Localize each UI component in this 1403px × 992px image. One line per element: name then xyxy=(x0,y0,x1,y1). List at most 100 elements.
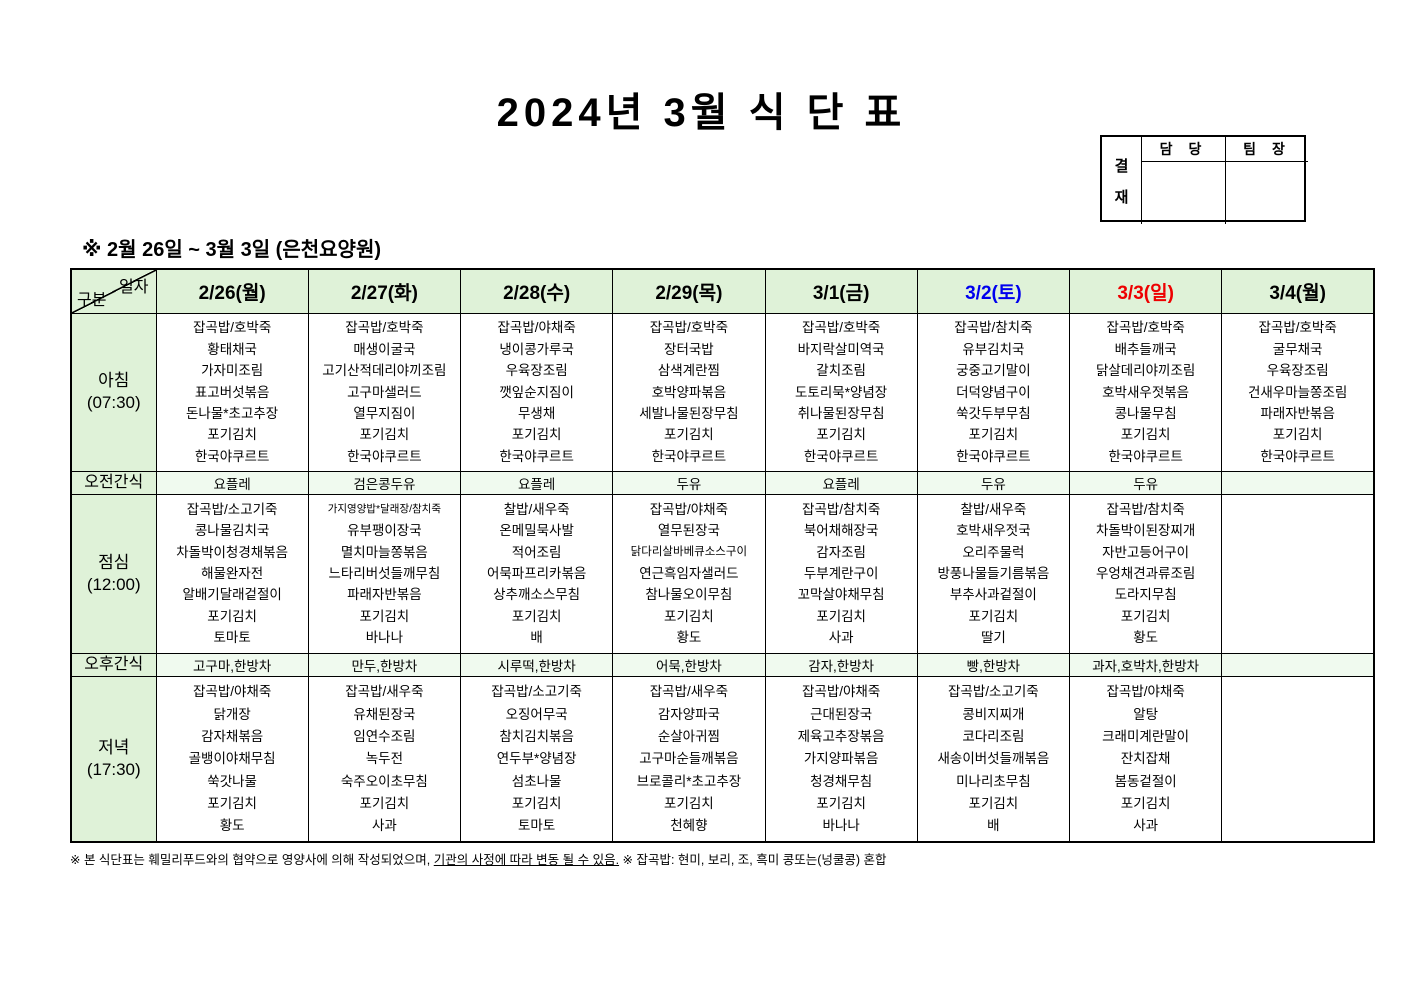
afternoon-snack-row: 오후간식 고구마,한방차 만두,한방차 시루떡,한방차 어묵,한방차 감자,한방차 빵,한방… xyxy=(70,652,1375,677)
row-label-line: 점심 xyxy=(98,552,130,572)
menu-item: 온메밀묵사발 xyxy=(499,523,574,539)
menu-item: 열무지짐이 xyxy=(353,405,416,421)
menu-item: 배 xyxy=(987,818,1000,834)
menu-item: 포기김치 xyxy=(816,608,866,624)
snack-cell: 과자,호박차,한방차 xyxy=(1068,652,1223,677)
menu-item: 잡곡밥/야채죽 xyxy=(1106,684,1185,700)
menu-cell: 잡곡밥/야채죽 근대된장국 제육고추장볶음 가지양파볶음 청경채무침 포기김치 바나나 xyxy=(764,675,918,843)
menu-item: 장터국밥 xyxy=(664,341,714,357)
menu-item: 감자양파국 xyxy=(657,706,720,722)
menu-item: 느타리버섯들깨무침 xyxy=(328,566,441,581)
menu-item: 표고버섯볶음 xyxy=(194,384,270,400)
menu-item: 잡곡밥/야채죽 xyxy=(497,320,576,336)
menu-cell: 잡곡밥/참치죽 차돌박이된장찌개 자반고등어구이 우엉채견과류조림 도라지무침 포기김치 황… xyxy=(1068,493,1223,654)
menu-item: 꼬막살야채무침 xyxy=(797,587,885,603)
menu-item: 포기김치 xyxy=(664,796,714,811)
footer-note: ※ 본 식단표는 훼밀리푸드와의 협약으로 영양사에 의해 작성되었으며, 기관… xyxy=(70,849,887,868)
menu-item: 연근흑임자샐러드 xyxy=(639,566,739,581)
menu-item: 방풍나물들기름볶음 xyxy=(937,566,1050,581)
approval-stamp-char: 결 xyxy=(1114,157,1129,175)
menu-item-list xyxy=(1222,677,1373,841)
menu-item: 냉이콩가루국 xyxy=(499,341,574,357)
row-label-line: (17:30) xyxy=(86,759,141,779)
menu-item: 차돌박이된장찌개 xyxy=(1095,523,1196,539)
menu-item: 황도 xyxy=(676,630,702,646)
menu-item: 잡곡밥/야채죽 xyxy=(649,501,729,517)
menu-item: 포기김치 xyxy=(1120,796,1171,811)
menu-cell: 잡곡밥/소고기죽 콩나물김치국 차돌박이청경채볶음 해물완자전 알배기달래겉절이 포기김치… xyxy=(155,493,309,654)
menu-item: 포기김치 xyxy=(664,427,714,443)
menu-item: 봄동겉절이 xyxy=(1114,773,1177,789)
day-header: 2/27(화) xyxy=(307,268,462,314)
menu-item: 순살아귀찜 xyxy=(657,728,720,744)
menu-item: 황태채국 xyxy=(207,341,257,357)
menu-item: 잡곡밥/소고기죽 xyxy=(186,501,278,517)
snack-cell: 요플레 xyxy=(764,470,918,495)
menu-item-list: 잡곡밥/야채죽 근대된장국 제육고추장볶음 가지양파볶음 청경채무침 포기김치 바나나 xyxy=(766,677,917,841)
menu-cell: 잡곡밥/야채죽 열무된장국 닭다리살바베큐소스구이 연근흑임자샐러드 참나물오이무침 포기… xyxy=(612,493,766,654)
menu-item: 유채된장국 xyxy=(353,706,416,722)
menu-item-list: 잡곡밥/호박죽 굴무채국 우육장조림 건새우마늘쫑조림 파래자반볶음 포기김치 한국야쿠르트 xyxy=(1222,314,1373,470)
menu-item: 포기김치 xyxy=(359,796,410,811)
menu-cell: 찰밥/새우죽 호박새우젓국 오리주물럭 방풍나물들기름볶음 부추사과겉절이 포기김치 딸기 xyxy=(916,493,1071,654)
menu-item: 포기김치 xyxy=(968,796,1019,811)
menu-item: 도라지무침 xyxy=(1114,587,1177,603)
menu-item: 잡곡밥/야채죽 xyxy=(801,684,881,700)
menu-item: 제육고추장볶음 xyxy=(797,728,885,744)
day-header: 2/26(월) xyxy=(155,268,309,314)
menu-item-list: 잡곡밥/야채죽 열무된장국 닭다리살바베큐소스구이 연근흑임자샐러드 참나물오이무침 포기… xyxy=(613,496,764,652)
day-header: 3/2(토) xyxy=(916,268,1071,314)
menu-item: 포기김치 xyxy=(816,796,866,811)
menu-item: 포기김치 xyxy=(1272,427,1323,443)
menu-cell: 잡곡밥/참치죽 북어채해장국 감자조림 두부계란구이 꼬막살야채무침 포기김치 사과 xyxy=(764,493,918,654)
menu-item: 잡곡밥/호박죽 xyxy=(1258,320,1337,336)
menu-item: 녹두전 xyxy=(365,751,403,767)
menu-item: 섬초나물 xyxy=(511,773,562,789)
menu-item: 고기산적데리야끼조림 xyxy=(322,363,447,379)
menu-item: 잡곡밥/소고기죽 xyxy=(948,684,1039,700)
menu-item-list xyxy=(1222,496,1373,652)
menu-item: 포기김치 xyxy=(968,608,1019,624)
approval-box: 결 재 담 당 팀 장 xyxy=(1100,135,1308,224)
footer-note-text: ※ 잡곡밥: 현미, 보리, 조, 흑미 콩또는(넝쿨콩) 혼합 xyxy=(619,853,887,867)
menu-item: 콩나물김치국 xyxy=(194,523,270,539)
menu-item: 잡곡밥/호박죽 xyxy=(1106,320,1185,336)
menu-item: 잡곡밥/새우죽 xyxy=(649,684,729,700)
menu-item-list: 잡곡밥/야채죽 닭개장 감자채볶음 골뱅이야채무침 쑥갓나물 포기김치 황도 xyxy=(157,677,308,841)
menu-item: 호박새우젓국 xyxy=(956,523,1031,539)
menu-item: 콩비지찌개 xyxy=(962,706,1025,722)
day-header: 2/29(목) xyxy=(612,268,766,314)
approval-signature-cell xyxy=(1225,162,1308,224)
menu-cell: 잡곡밥/호박죽 매생이굴국 고기산적데리야끼조림 고구마샐러드 열무지짐이 포기김치 한국야… xyxy=(307,312,462,472)
menu-item: 크래미계란말이 xyxy=(1102,728,1190,744)
snack-cell xyxy=(1221,470,1375,495)
menu-cell: 잡곡밥/호박죽 배추들깨국 닭살데리야끼조림 호박새우젓볶음 콩나물무침 포기김치 한국야쿠… xyxy=(1068,312,1223,472)
menu-item: 우육장조림 xyxy=(1266,363,1329,379)
menu-item: 세발나물된장무침 xyxy=(639,405,739,421)
menu-item: 포기김치 xyxy=(511,427,562,443)
approval-signature-cell xyxy=(1142,162,1225,224)
menu-item-list: 잡곡밥/호박죽 매생이굴국 고기산적데리야끼조림 고구마샐러드 열무지짐이 포기김치 한국야… xyxy=(309,314,460,470)
menu-cell xyxy=(1221,675,1375,843)
menu-cell: 잡곡밥/호박죽 굴무채국 우육장조림 건새우마늘쫑조림 파래자반볶음 포기김치 한국야쿠르트 xyxy=(1221,312,1375,472)
menu-item: 차돌박이청경채볶음 xyxy=(176,544,289,560)
menu-item-list: 잡곡밥/호박죽 황태채국 가자미조림 표고버섯볶음 돈나물*초고추장 포기김치 한국야쿠르트 xyxy=(157,314,308,470)
menu-item: 잡곡밥/호박죽 xyxy=(345,320,424,336)
menu-item-list: 잡곡밥/참치죽 차돌박이된장찌개 자반고등어구이 우엉채견과류조림 도라지무침 포기김치 황… xyxy=(1070,496,1221,652)
menu-item: 포기김치 xyxy=(359,608,410,624)
menu-item: 배추들깨국 xyxy=(1114,341,1177,357)
menu-item-list: 잡곡밥/호박죽 장터국밥 삼색계란찜 호박양파볶음 세발나물된장무침 포기김치 한국야쿠르트 xyxy=(613,314,764,470)
menu-item: 포기김치 xyxy=(511,608,562,624)
menu-item: 청경채무침 xyxy=(810,773,873,789)
menu-item: 잡곡밥/호박죽 xyxy=(801,320,881,336)
menu-item: 호박양파볶음 xyxy=(651,384,727,400)
menu-cell: 잡곡밥/호박죽 바지락살미역국 갈치조림 도토리묵*양념장 취나물된장무침 포기김치 한국야… xyxy=(764,312,918,472)
menu-item: 잡곡밥/소고기죽 xyxy=(491,684,582,700)
menu-item: 코다리조림 xyxy=(962,728,1025,744)
snack-cell: 감자,한방차 xyxy=(764,652,918,677)
menu-item-list: 잡곡밥/참치죽 유부김치국 궁중고기말이 더덕양념구이 쑥갓두부무침 포기김치 한국야쿠르트 xyxy=(918,314,1069,470)
breakfast-row: 아침 (07:30) 잡곡밥/호박죽 황태채국 가자미조림 표고버섯볶음 돈나물*초고추장 포… xyxy=(70,312,1375,472)
table-header-row: 일자 구분 2/26(월) 2/27(화) 2/28(수) 2/29(목) 3/1(금) 3/… xyxy=(70,268,1375,314)
menu-item: 잡곡밥/새우죽 xyxy=(345,684,424,700)
corner-date-label: 일자 xyxy=(119,279,149,296)
